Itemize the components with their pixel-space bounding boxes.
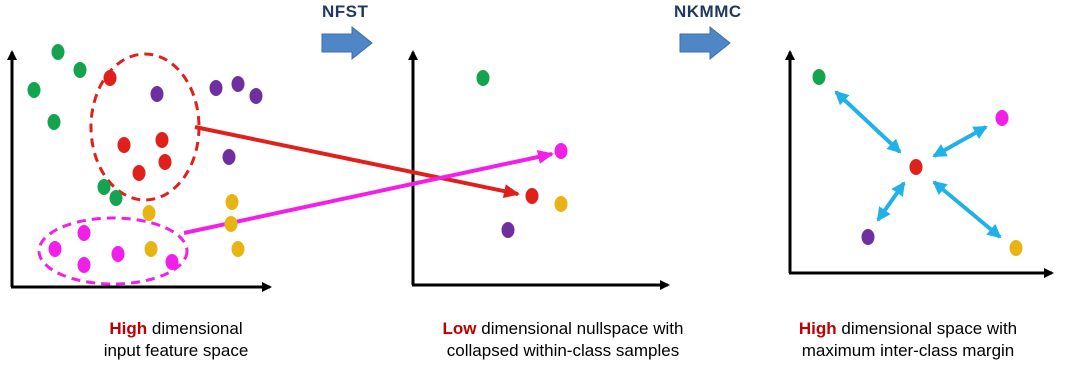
panel-3-caption-rest: dimensional space with: [836, 319, 1018, 338]
margin-arrow-gold: [932, 180, 1002, 239]
nkmmc-label: NKMMC: [674, 2, 742, 21]
data-points: [27, 44, 1023, 273]
panel-1-caption-rest: dimensional: [147, 319, 243, 338]
panel-1-magenta-point-25: [111, 246, 125, 262]
panel-1-caption-line1: High dimensional: [11, 318, 341, 340]
panel-3-magenta-point-2: [995, 110, 1009, 126]
panel-2-magenta-point-2: [554, 143, 568, 159]
panel-1-green-point-3: [27, 82, 41, 98]
panel-2-caption-highlight: Low: [442, 319, 477, 338]
panel-3-axes: [785, 50, 1054, 278]
panel-1-purple-point-15: [249, 88, 263, 104]
margin-arrows: [834, 90, 1002, 239]
red-projection-arrow: [194, 125, 520, 199]
panel-2-caption: Low dimensional nullspace with collapsed…: [398, 318, 728, 362]
panel-2-purple-point-5: [501, 222, 515, 238]
panel-2-caption-line1: Low dimensional nullspace with: [398, 318, 728, 340]
panel-1-purple-point-16: [222, 149, 236, 165]
magenta-class-cluster-outline: [37, 216, 189, 286]
panel-1-gold-point-20: [144, 241, 158, 257]
panel-3-red-point-3: [909, 159, 923, 175]
margin-arrow-green: [834, 90, 902, 154]
panel-1-red-point-7: [103, 70, 117, 86]
panel-1-purple-point-13: [209, 80, 223, 96]
panel-1-caption: High dimensional input feature space: [11, 318, 341, 362]
panel-2-red-point-3: [525, 188, 539, 204]
panel-2-gold-point-4: [554, 196, 568, 212]
panel-1-gold-point-21: [231, 241, 245, 257]
panel-1-caption-highlight: High: [109, 319, 148, 338]
magenta-projection-arrow: [183, 150, 554, 235]
panel-1-caption-line2: input feature space: [103, 341, 249, 360]
panel-2-green-point-1: [476, 70, 490, 86]
panel-3-caption-line1: High dimensional space with: [743, 318, 1073, 340]
panel-1-purple-point-14: [231, 76, 245, 92]
nfst-step-arrow: [321, 25, 373, 61]
nkmmc-step-arrow: [679, 25, 731, 61]
panel-3-caption: High dimensional space with maximum inte…: [743, 318, 1073, 362]
panel-3-purple-point-4: [861, 229, 875, 245]
panel-1-green-point-5: [97, 179, 111, 195]
panel-3-caption-line2: maximum inter-class margin: [801, 341, 1015, 360]
margin-arrow-magenta: [932, 125, 988, 158]
panel-3-green-point-1: [812, 69, 826, 85]
panel-1-magenta-point-23: [77, 225, 91, 241]
panel-1-red-point-11: [132, 165, 146, 181]
panel-2-axes: [408, 50, 670, 290]
panel-1-green-point-6: [109, 190, 123, 206]
panel-1-gold-point-18: [225, 194, 239, 210]
panel-2-caption-rest: dimensional nullspace with: [476, 319, 684, 338]
panel-2-caption-line2: collapsed within-class samples: [446, 341, 680, 360]
panel-1-red-point-9: [155, 132, 169, 148]
panel-1-axes: [6, 50, 272, 292]
panel-1-green-point-4: [47, 114, 61, 130]
margin-arrow-purple: [876, 181, 906, 222]
panel-1-magenta-point-24: [77, 257, 91, 273]
panel-3-caption-highlight: High: [798, 319, 837, 338]
panel-1-gold-point-17: [142, 205, 156, 221]
panel-1-magenta-point-22: [48, 241, 62, 257]
panel-1-gold-point-19: [224, 216, 238, 232]
nfst-label: NFST: [322, 2, 369, 21]
panel-1-green-point-1: [51, 44, 65, 60]
panel-1-green-point-2: [73, 62, 87, 78]
panel-1-magenta-point-26: [165, 254, 179, 270]
panel-1-purple-point-12: [150, 86, 164, 102]
panel-3-gold-point-5: [1009, 240, 1023, 256]
panel-1-red-point-10: [158, 154, 172, 170]
panel-1-red-point-8: [117, 137, 131, 153]
